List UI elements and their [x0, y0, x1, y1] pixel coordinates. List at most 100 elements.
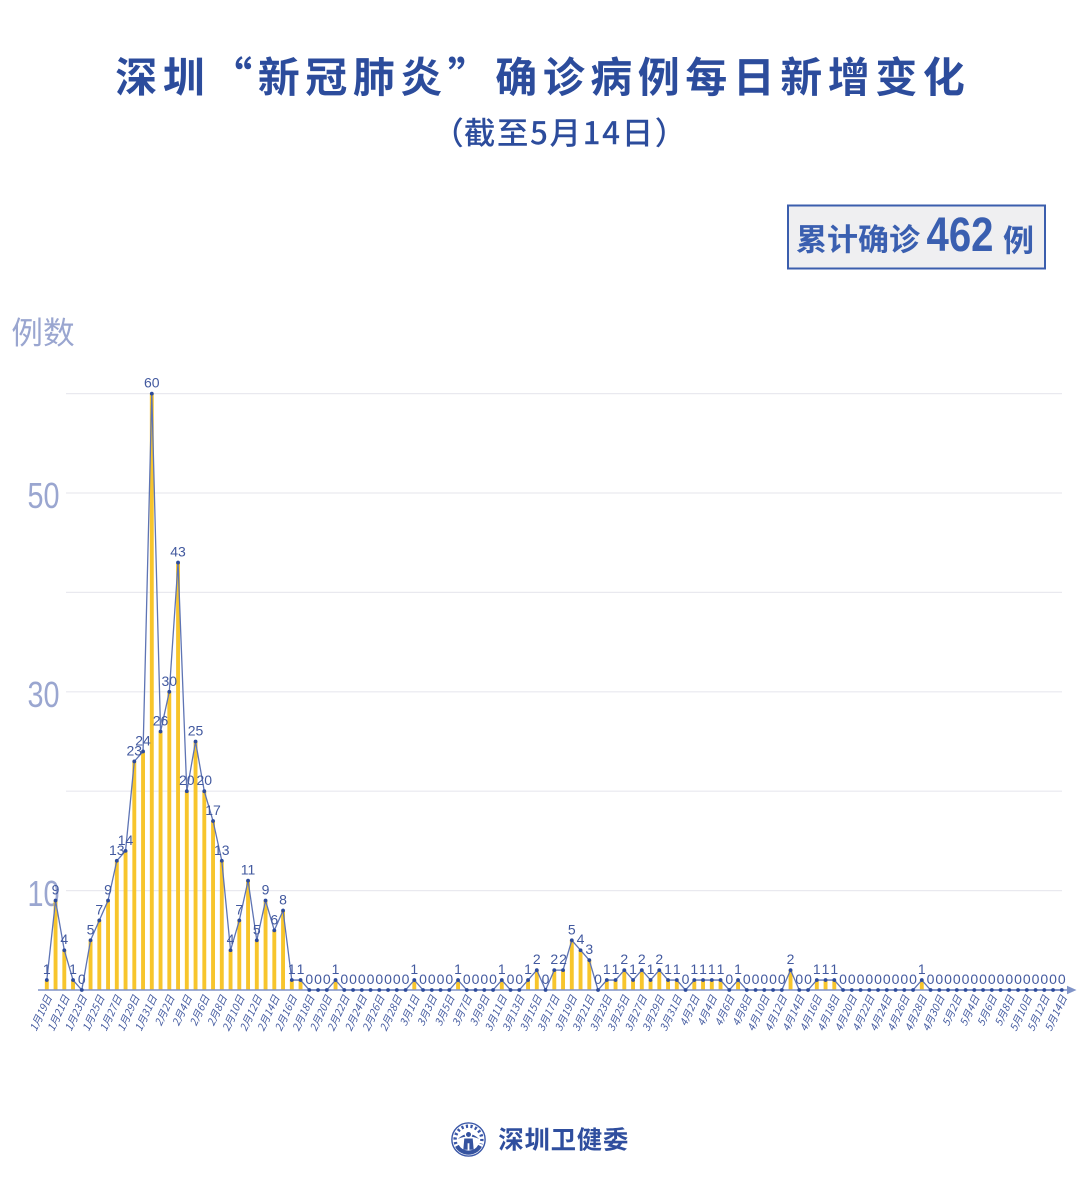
svg-text:2: 2: [550, 951, 558, 967]
svg-text:2: 2: [787, 951, 795, 967]
svg-text:0: 0: [778, 971, 786, 987]
svg-text:1: 1: [918, 961, 926, 977]
svg-text:13: 13: [214, 842, 230, 858]
svg-text:0: 0: [515, 971, 523, 987]
svg-text:1: 1: [69, 961, 77, 977]
svg-text:2: 2: [620, 951, 628, 967]
svg-text:23: 23: [127, 742, 143, 758]
svg-text:25: 25: [188, 723, 204, 739]
svg-text:1: 1: [410, 961, 418, 977]
svg-text:4: 4: [60, 931, 68, 947]
svg-text:1: 1: [454, 961, 462, 977]
svg-text:1: 1: [690, 961, 698, 977]
svg-text:0: 0: [542, 971, 550, 987]
svg-text:0: 0: [489, 971, 497, 987]
svg-text:20: 20: [197, 772, 213, 788]
svg-text:11: 11: [241, 862, 256, 878]
svg-text:0: 0: [988, 971, 996, 987]
svg-text:4: 4: [577, 931, 585, 947]
svg-text:0: 0: [1032, 971, 1040, 987]
svg-text:0: 0: [402, 971, 410, 987]
svg-text:1: 1: [830, 961, 838, 977]
svg-text:20: 20: [179, 772, 195, 788]
svg-text:0: 0: [970, 971, 978, 987]
svg-text:2: 2: [559, 951, 567, 967]
svg-text:6: 6: [270, 911, 278, 927]
svg-text:26: 26: [153, 713, 169, 729]
svg-text:0: 0: [1058, 971, 1066, 987]
svg-text:0: 0: [480, 971, 488, 987]
svg-text:0: 0: [384, 971, 392, 987]
svg-text:1: 1: [297, 961, 305, 977]
svg-text:0: 0: [883, 971, 891, 987]
svg-text:1: 1: [813, 961, 821, 977]
svg-text:0: 0: [1023, 971, 1031, 987]
svg-text:0: 0: [1040, 971, 1048, 987]
svg-text:5: 5: [568, 921, 576, 937]
svg-text:43: 43: [170, 544, 186, 560]
svg-text:1: 1: [43, 961, 51, 977]
svg-text:0: 0: [340, 971, 348, 987]
svg-text:0: 0: [1005, 971, 1013, 987]
svg-text:0: 0: [944, 971, 952, 987]
svg-text:0: 0: [769, 971, 777, 987]
svg-text:9: 9: [262, 882, 270, 898]
svg-text:0: 0: [419, 971, 427, 987]
svg-text:0: 0: [393, 971, 401, 987]
svg-text:1: 1: [734, 961, 742, 977]
svg-text:1: 1: [629, 961, 637, 977]
svg-text:0: 0: [979, 971, 987, 987]
svg-text:30: 30: [28, 674, 60, 715]
svg-text:0: 0: [874, 971, 882, 987]
svg-text:1: 1: [673, 961, 681, 977]
svg-text:50: 50: [28, 475, 60, 516]
svg-text:0: 0: [743, 971, 751, 987]
svg-text:9: 9: [52, 882, 60, 898]
svg-text:1: 1: [664, 961, 672, 977]
svg-text:0: 0: [927, 971, 935, 987]
svg-text:1: 1: [498, 961, 506, 977]
svg-text:0: 0: [1049, 971, 1057, 987]
svg-text:7: 7: [95, 901, 103, 917]
svg-text:0: 0: [909, 971, 917, 987]
svg-text:0: 0: [445, 971, 453, 987]
svg-text:0: 0: [428, 971, 436, 987]
svg-text:0: 0: [437, 971, 445, 987]
svg-text:0: 0: [682, 971, 690, 987]
svg-text:2: 2: [655, 951, 663, 967]
svg-text:0: 0: [349, 971, 357, 987]
svg-text:0: 0: [848, 971, 856, 987]
svg-text:0: 0: [804, 971, 812, 987]
svg-text:0: 0: [507, 971, 515, 987]
svg-text:1: 1: [708, 961, 716, 977]
svg-text:1: 1: [717, 961, 725, 977]
svg-text:1: 1: [524, 961, 532, 977]
svg-text:1: 1: [332, 961, 340, 977]
svg-text:24: 24: [135, 732, 151, 748]
svg-text:0: 0: [314, 971, 322, 987]
svg-text:0: 0: [752, 971, 760, 987]
svg-text:13: 13: [109, 842, 125, 858]
svg-text:0: 0: [892, 971, 900, 987]
svg-text:0: 0: [962, 971, 970, 987]
svg-text:1: 1: [603, 961, 611, 977]
svg-text:0: 0: [953, 971, 961, 987]
svg-text:0: 0: [594, 971, 602, 987]
svg-text:0: 0: [305, 971, 313, 987]
svg-text:4: 4: [227, 931, 235, 947]
svg-text:1: 1: [288, 961, 296, 977]
svg-text:5: 5: [87, 921, 95, 937]
svg-text:7: 7: [235, 901, 243, 917]
svg-text:0: 0: [358, 971, 366, 987]
svg-text:0: 0: [760, 971, 768, 987]
svg-text:0: 0: [472, 971, 480, 987]
svg-text:8: 8: [279, 891, 287, 907]
svg-text:0: 0: [935, 971, 943, 987]
svg-text:2: 2: [638, 951, 646, 967]
svg-text:30: 30: [162, 673, 178, 689]
svg-text:0: 0: [857, 971, 865, 987]
svg-text:2: 2: [533, 951, 541, 967]
svg-text:0: 0: [367, 971, 375, 987]
svg-text:17: 17: [205, 802, 221, 818]
svg-text:0: 0: [725, 971, 733, 987]
